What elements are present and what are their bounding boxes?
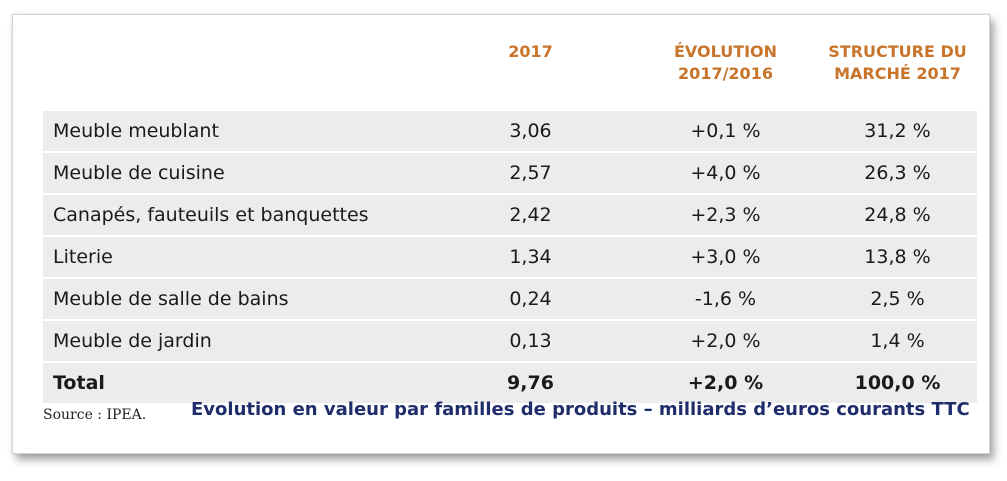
market-table: 2017 ÉVOLUTION 2017/2016 STRUCTURE DU MA… bbox=[43, 41, 977, 405]
row-evolution: -1,6 % bbox=[694, 288, 757, 310]
header-structure-line-1: STRUCTURE DU bbox=[828, 42, 967, 61]
row-evolution: +3,0 % bbox=[690, 246, 761, 268]
row-structure: 24,8 % bbox=[864, 204, 931, 226]
row-structure: 100,0 % bbox=[854, 372, 941, 394]
table-row: Meuble de cuisine 2,57 +4,0 % 26,3 % bbox=[43, 153, 977, 193]
table-row: Meuble de jardin 0,13 +2,0 % 1,4 % bbox=[43, 321, 977, 361]
row-value: 9,76 bbox=[507, 372, 554, 394]
row-value: 3,06 bbox=[509, 120, 552, 142]
row-value: 2,57 bbox=[509, 162, 552, 184]
table-row: Meuble de salle de bains 0,24 -1,6 % 2,5… bbox=[43, 279, 977, 319]
row-label: Meuble de jardin bbox=[53, 330, 212, 352]
row-structure: 26,3 % bbox=[864, 162, 931, 184]
row-evolution: +0,1 % bbox=[690, 120, 761, 142]
row-value: 0,13 bbox=[509, 330, 552, 352]
header-structure-line-2: MARCHÉ 2017 bbox=[834, 64, 961, 83]
header-structure: STRUCTURE DU MARCHÉ 2017 bbox=[818, 41, 977, 85]
header-evolution-line-2: 2017/2016 bbox=[678, 64, 773, 83]
table-card: 2017 ÉVOLUTION 2017/2016 STRUCTURE DU MA… bbox=[12, 14, 990, 454]
row-structure: 1,4 % bbox=[870, 330, 925, 352]
row-value: 0,24 bbox=[509, 288, 552, 310]
header-evolution-line-1: ÉVOLUTION bbox=[673, 42, 778, 61]
header-year-line-1: 2017 bbox=[508, 42, 553, 61]
row-structure: 2,5 % bbox=[870, 288, 925, 310]
row-label: Canapés, fauteuils et banquettes bbox=[53, 204, 369, 226]
table-row: Meuble meublant 3,06 +0,1 % 31,2 % bbox=[43, 111, 977, 151]
row-structure: 13,8 % bbox=[864, 246, 931, 268]
row-label: Meuble meublant bbox=[53, 120, 219, 142]
row-evolution: +2,0 % bbox=[690, 330, 761, 352]
row-label: Meuble de salle de bains bbox=[53, 288, 289, 310]
table-footer: Source : IPEA. Evolution en valeur par f… bbox=[43, 399, 977, 429]
table-row: Literie 1,34 +3,0 % 13,8 % bbox=[43, 237, 977, 277]
row-evolution: +2,3 % bbox=[690, 204, 761, 226]
header-year: 2017 bbox=[428, 41, 633, 63]
row-evolution: +2,0 % bbox=[687, 372, 764, 394]
table-header: 2017 ÉVOLUTION 2017/2016 STRUCTURE DU MA… bbox=[43, 41, 977, 111]
table-row-total: Total 9,76 +2,0 % 100,0 % bbox=[43, 363, 977, 403]
row-value: 2,42 bbox=[509, 204, 552, 226]
header-evolution: ÉVOLUTION 2017/2016 bbox=[633, 41, 818, 85]
row-label: Literie bbox=[53, 246, 113, 268]
row-evolution: +4,0 % bbox=[690, 162, 761, 184]
table-row: Canapés, fauteuils et banquettes 2,42 +2… bbox=[43, 195, 977, 235]
row-structure: 31,2 % bbox=[864, 120, 931, 142]
table-caption: Evolution en valeur par familles de prod… bbox=[191, 399, 970, 420]
row-label: Meuble de cuisine bbox=[53, 162, 225, 184]
row-value: 1,34 bbox=[509, 246, 552, 268]
source-note: Source : IPEA. bbox=[43, 407, 147, 423]
row-label: Total bbox=[53, 372, 105, 394]
